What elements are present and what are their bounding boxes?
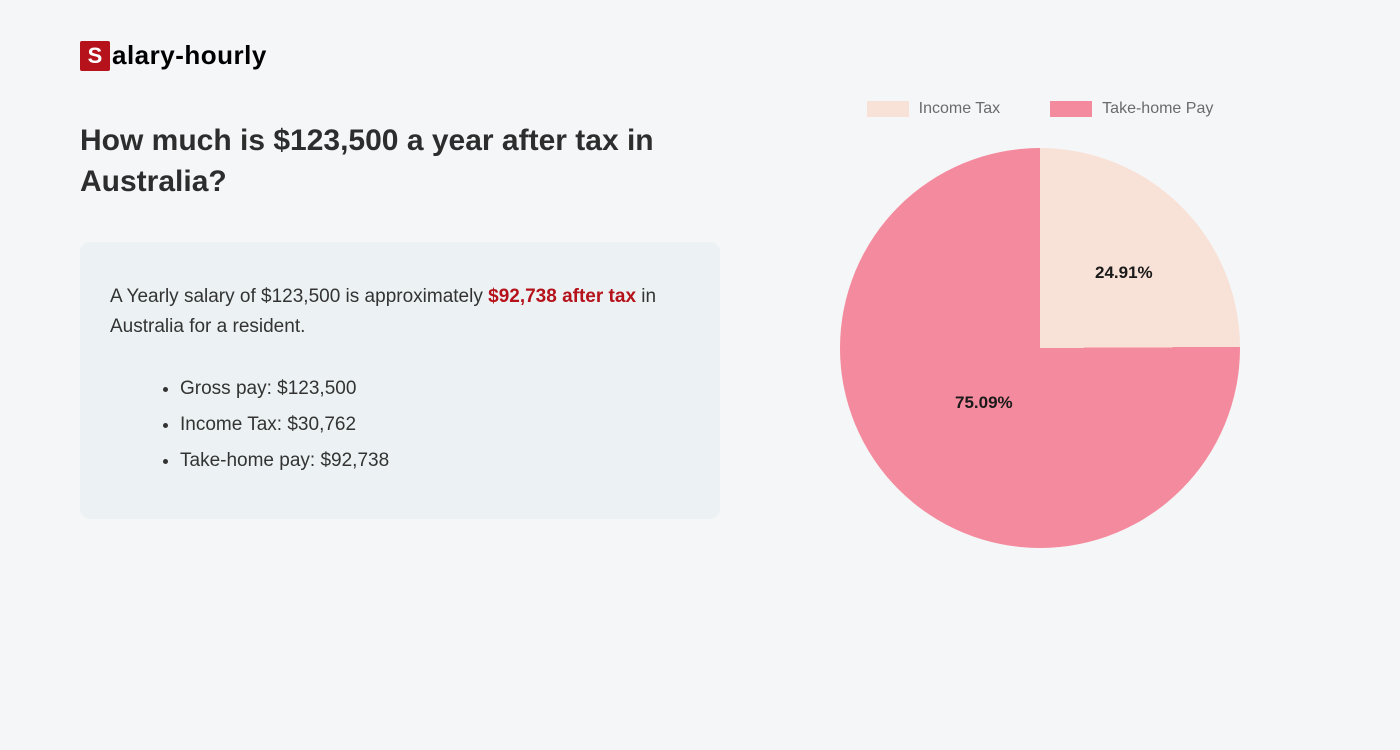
- legend-label-tax: Income Tax: [919, 100, 1001, 118]
- summary-pre: A Yearly salary of $123,500 is approxima…: [110, 286, 488, 307]
- page-title: How much is $123,500 a year after tax in…: [80, 121, 680, 202]
- legend-label-takehome: Take-home Pay: [1102, 100, 1213, 118]
- summary-box: A Yearly salary of $123,500 is approxima…: [80, 242, 720, 519]
- summary-highlight: $92,738 after tax: [488, 286, 636, 307]
- site-logo: S alary-hourly: [80, 40, 720, 71]
- pie-slice-label-tax: 24.91%: [1095, 263, 1153, 283]
- summary-list: Gross pay: $123,500 Income Tax: $30,762 …: [110, 371, 690, 479]
- list-item: Take-home pay: $92,738: [180, 443, 690, 479]
- pie-chart: 24.91% 75.09%: [840, 148, 1240, 548]
- legend-item-tax: Income Tax: [867, 100, 1001, 118]
- chart-legend: Income Tax Take-home Pay: [867, 100, 1214, 118]
- summary-text: A Yearly salary of $123,500 is approxima…: [110, 282, 690, 343]
- legend-swatch-takehome: [1050, 101, 1092, 117]
- legend-item-takehome: Take-home Pay: [1050, 100, 1213, 118]
- list-item: Gross pay: $123,500: [180, 371, 690, 407]
- pie-graphic: [840, 148, 1240, 548]
- logo-icon: S: [80, 41, 110, 71]
- list-item: Income Tax: $30,762: [180, 407, 690, 443]
- logo-text: alary-hourly: [112, 40, 267, 71]
- pie-slice-label-takehome: 75.09%: [955, 393, 1013, 413]
- legend-swatch-tax: [867, 101, 909, 117]
